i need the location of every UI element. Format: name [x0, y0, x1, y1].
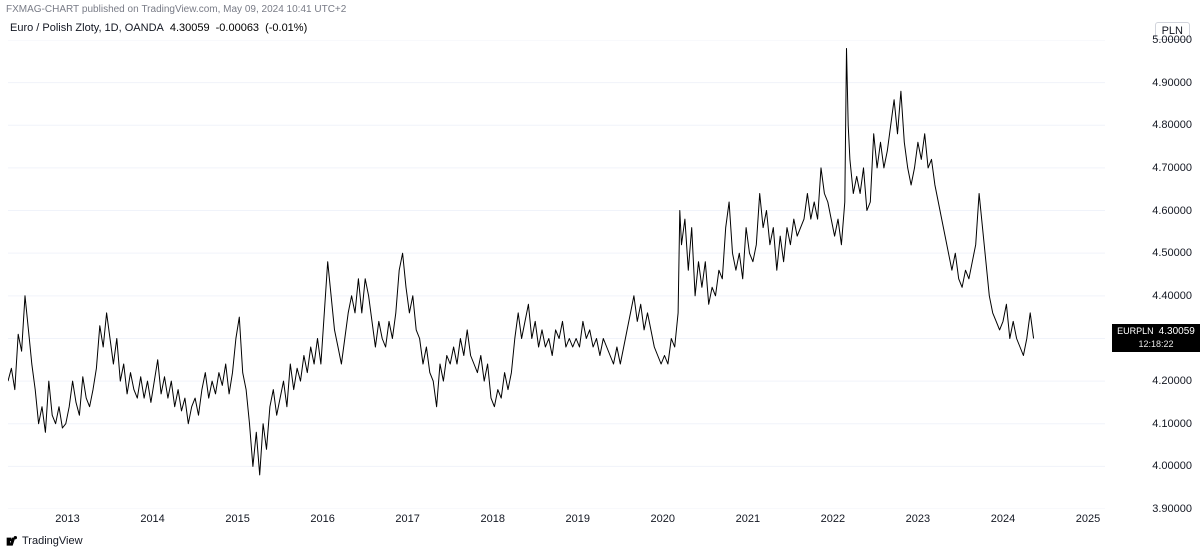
published-on: TradingView.com — [141, 4, 217, 15]
price-tag-symbol: EURPLN 4.30059 — [1112, 325, 1200, 338]
legend-change-pct: (-0.01%) — [265, 22, 307, 34]
publish-tz: UTC+2 — [314, 4, 346, 15]
y-tick: 4.00000 — [1112, 460, 1192, 472]
x-tick: 2022 — [821, 513, 845, 525]
publisher: FXMAG-CHART — [6, 4, 79, 15]
tradingview-logo-icon — [6, 535, 18, 547]
x-tick: 2021 — [736, 513, 760, 525]
x-tick: 2014 — [140, 513, 164, 525]
price-tag-value: 4.30059 — [1159, 326, 1195, 337]
x-tick: 2024 — [991, 513, 1015, 525]
publish-header: FXMAG-CHART published on TradingView.com… — [0, 0, 1200, 18]
x-tick: 2025 — [1076, 513, 1100, 525]
publish-date: May 09, 2024 — [223, 4, 284, 15]
y-axis: 3.900004.000004.100004.200004.300004.400… — [1105, 40, 1200, 509]
tradingview-brand[interactable]: TradingView — [6, 535, 83, 547]
legend-title: Euro / Polish Zloty, 1D, OANDA — [10, 22, 164, 34]
y-tick: 4.50000 — [1112, 247, 1192, 259]
chart-legend: Euro / Polish Zloty, 1D, OANDA 4.30059 -… — [10, 22, 307, 34]
price-tag-countdown: 12:18:22 — [1112, 338, 1200, 351]
y-tick: 4.40000 — [1112, 290, 1192, 302]
publish-time: 10:41 — [287, 4, 312, 15]
last-price-tag: EURPLN 4.3005912:18:22 — [1112, 324, 1200, 352]
x-tick: 2018 — [480, 513, 504, 525]
x-tick: 2017 — [395, 513, 419, 525]
x-tick: 2023 — [906, 513, 930, 525]
y-tick: 4.10000 — [1112, 418, 1192, 430]
y-tick: 4.70000 — [1112, 162, 1192, 174]
x-tick: 2015 — [225, 513, 249, 525]
y-tick: 4.60000 — [1112, 205, 1192, 217]
y-tick: 3.90000 — [1112, 503, 1192, 515]
y-tick: 4.90000 — [1112, 77, 1192, 89]
legend-change: -0.00063 — [216, 22, 259, 34]
chart-area[interactable] — [8, 40, 1105, 509]
x-tick: 2019 — [566, 513, 590, 525]
x-tick: 2016 — [310, 513, 334, 525]
y-tick: 4.80000 — [1112, 119, 1192, 131]
y-tick: 4.20000 — [1112, 375, 1192, 387]
tradingview-brand-text: TradingView — [22, 535, 83, 547]
x-axis: 2013 2014 2015 2016 2017 2018 2019 2020 2021 2022… — [8, 511, 1105, 531]
legend-price: 4.30059 — [170, 22, 210, 34]
x-tick: 2013 — [55, 513, 79, 525]
x-tick: 2020 — [651, 513, 675, 525]
y-tick: 5.00000 — [1112, 34, 1192, 46]
price-line-svg — [8, 40, 1105, 509]
